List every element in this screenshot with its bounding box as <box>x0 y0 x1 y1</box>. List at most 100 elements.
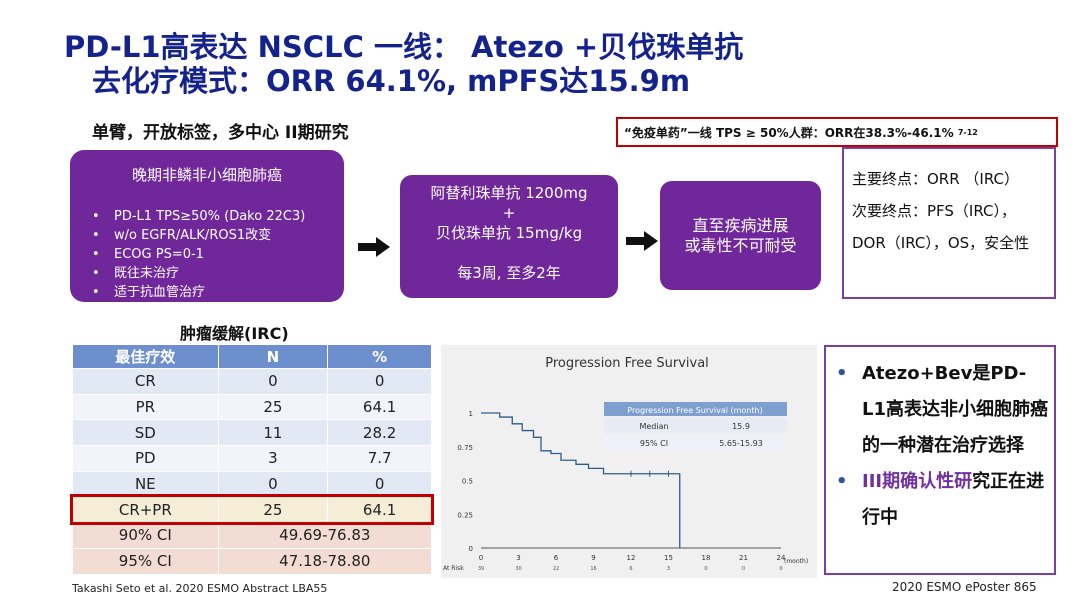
conclusion-text: 究正在进行中 <box>862 471 1045 528</box>
table-row: SD 11 28.2 <box>72 419 432 447</box>
table-cell: 3 <box>217 445 329 472</box>
tumor-response-table: 最佳疗效 N % CR 0 0 PR 25 64.1 SD 11 28.2 PD… <box>72 344 433 575</box>
inset-cell: Median <box>639 422 668 431</box>
table-row-ci: 90% CI 49.69-76.83 <box>72 522 433 549</box>
treatment-plus: + <box>502 204 516 222</box>
x-tick-label: 12 <box>627 554 636 562</box>
at-risk-count: 0 <box>779 566 782 572</box>
table-cell: 7.7 <box>327 445 432 472</box>
x-tick-label: 9 <box>591 554 595 562</box>
response-table-title: 肿瘤缓解(IRC) <box>180 324 289 343</box>
title-line-2: 去化疗模式：ORR 64.1%, mPFS达15.9m <box>92 64 691 98</box>
endpoints-box: 主要终点：ORR （IRC） 次要终点：PFS（IRC），DOR（IRC），OS… <box>842 147 1056 299</box>
arrow-right-icon <box>626 231 660 251</box>
at-risk-count: 39 <box>478 566 484 572</box>
callout-reference: 7-12 <box>957 127 978 137</box>
table-cell: 47.18-78.80 <box>217 547 433 575</box>
conclusion-item: • III期确认性研究正在进行中 <box>836 464 1048 536</box>
pfs-chart-panel: Progression Free Survival 0 39 3 30 6 22 9 16 12… <box>441 345 817 578</box>
population-box: 晚期非鳞非小细胞肺癌 PD-L1 TPS≥50% (Dako 22C3) w/o… <box>70 150 344 302</box>
callout-text: “免疫单药”一线 TPS ≥ 50%人群：ORR在38.3%-46.1% <box>624 125 954 140</box>
column-header-n: N <box>217 344 329 369</box>
table-cell: 49.69-76.83 <box>217 522 433 549</box>
table-cell: NE <box>72 470 219 498</box>
at-risk-count: 30 <box>515 566 521 572</box>
table-cell: CR+PR <box>72 496 219 524</box>
population-criterion: 适于抗血管治疗 <box>92 283 344 302</box>
survival-curve <box>481 412 681 548</box>
secondary-endpoints: 次要终点：PFS（IRC），DOR（IRC），OS，安全性 <box>852 202 1030 252</box>
inset-cell: 15.9 <box>732 422 750 431</box>
study-design-subtitle: 单臂，开放标签，多中心 II期研究 <box>92 123 349 143</box>
population-criterion: w/o EGFR/ALK/ROS1改变 <box>92 226 344 245</box>
table-cell: 0 <box>327 368 432 395</box>
table-row: CR 0 0 <box>72 368 432 395</box>
population-criterion: 既往未治疗 <box>92 264 344 283</box>
x-tick-label: 21 <box>739 554 748 562</box>
table-cell: 28.2 <box>327 419 432 447</box>
population-criterion: ECOG PS=0-1 <box>92 245 344 264</box>
table-row: PD 3 7.7 <box>72 445 432 472</box>
at-risk-count: 0 <box>742 566 745 572</box>
bullet-icon: • <box>836 471 848 492</box>
treatment-atezolizumab: 阿替利珠单抗 1200mg <box>430 184 588 202</box>
table-row: NE 0 0 <box>72 470 432 498</box>
x-tick-label: 3 <box>516 554 520 562</box>
bullet-icon: • <box>836 363 848 384</box>
citation-poster: 2020 ESMO ePoster 865 <box>892 580 1037 594</box>
table-header-row: 最佳疗效 N % <box>72 344 432 369</box>
title-line-1: PD-L1高表达 NSCLC 一线： Atezo +贝伐珠单抗 <box>64 30 744 64</box>
x-tick-label: 15 <box>664 554 673 562</box>
table-cell: SD <box>72 419 219 447</box>
table-cell: 90% CI <box>72 522 219 549</box>
table-cell: 0 <box>327 470 432 498</box>
citation-source: Takashi Seto et al. 2020 ESMO Abstract L… <box>72 582 328 595</box>
x-unit-label: (month) <box>784 558 808 565</box>
conclusion-highlight: III期确认性研 <box>862 471 973 492</box>
table-cell: 25 <box>217 496 329 524</box>
inset-cell: 5.65-15.93 <box>719 439 763 448</box>
conclusions-box: • Atezo+Bev是PD-L1高表达非小细胞肺癌的一种潜在治疗选择 • II… <box>824 345 1056 575</box>
inset-cell: 95% CI <box>640 439 668 448</box>
table-cell: 95% CI <box>72 547 219 575</box>
treatment-box: 阿替利珠单抗 1200mg + 贝伐珠单抗 15mg/kg 每3周, 至多2年 <box>400 175 618 298</box>
table-row-highlighted: CR+PR 25 64.1 <box>72 496 432 524</box>
table-cell: PD <box>72 445 219 472</box>
x-tick-label: 18 <box>702 554 711 562</box>
arrow-right-icon <box>358 237 392 257</box>
treatment-schedule: 每3周, 至多2年 <box>457 264 561 282</box>
table-row: PR 25 64.1 <box>72 393 432 421</box>
population-criteria-list: PD-L1 TPS≥50% (Dako 22C3) w/o EGFR/ALK/R… <box>92 207 344 302</box>
conclusion-text: Atezo+Bev是PD-L1高表达非小细胞肺癌的一种潜在治疗选择 <box>862 363 1048 456</box>
y-tick-label: 0 <box>469 545 473 553</box>
treatment-duration-box: 直至疾病进展 或毒性不可耐受 <box>660 181 821 290</box>
column-header-best-response: 最佳疗效 <box>72 344 219 369</box>
at-risk-count: 3 <box>667 566 670 572</box>
at-risk-count: 16 <box>590 566 596 572</box>
at-risk-count: 6 <box>629 566 632 572</box>
conclusion-item: • Atezo+Bev是PD-L1高表达非小细胞肺癌的一种潜在治疗选择 <box>836 356 1048 464</box>
treatment-bevacizumab: 贝伐珠单抗 15mg/kg <box>435 224 583 242</box>
duration-line-1: 直至疾病进展 <box>692 215 789 235</box>
column-header-percent: % <box>327 344 432 369</box>
chart-title: Progression Free Survival <box>545 356 709 371</box>
duration-line-2: 或毒性不可耐受 <box>684 235 797 255</box>
table-cell: 25 <box>217 393 329 421</box>
y-tick-label: 0.5 <box>462 478 473 486</box>
pfs-inset-table: Progression Free Survival (month) Median… <box>604 402 787 450</box>
at-risk-count: 22 <box>553 566 559 572</box>
x-tick-label: 0 <box>479 554 483 562</box>
y-tick-label: 0.75 <box>457 444 473 452</box>
inset-header: Progression Free Survival (month) <box>627 406 762 415</box>
y-tick-label: 1 <box>469 410 473 418</box>
table-cell: 64.1 <box>327 496 432 524</box>
slide-title: PD-L1高表达 NSCLC 一线： Atezo +贝伐珠单抗 去化疗模式：OR… <box>64 30 743 98</box>
x-tick-label: 24 <box>777 554 786 562</box>
table-row-ci: 95% CI 47.18-78.80 <box>72 547 433 575</box>
table-cell: 64.1 <box>327 393 432 421</box>
at-risk-label: At Risk <box>443 565 464 572</box>
x-tick-label: 6 <box>554 554 559 562</box>
primary-endpoint: 主要终点：ORR （IRC） <box>852 170 1019 188</box>
pfs-chart: Progression Free Survival 03933062291612… <box>443 356 808 572</box>
highlight-frame <box>70 494 434 525</box>
